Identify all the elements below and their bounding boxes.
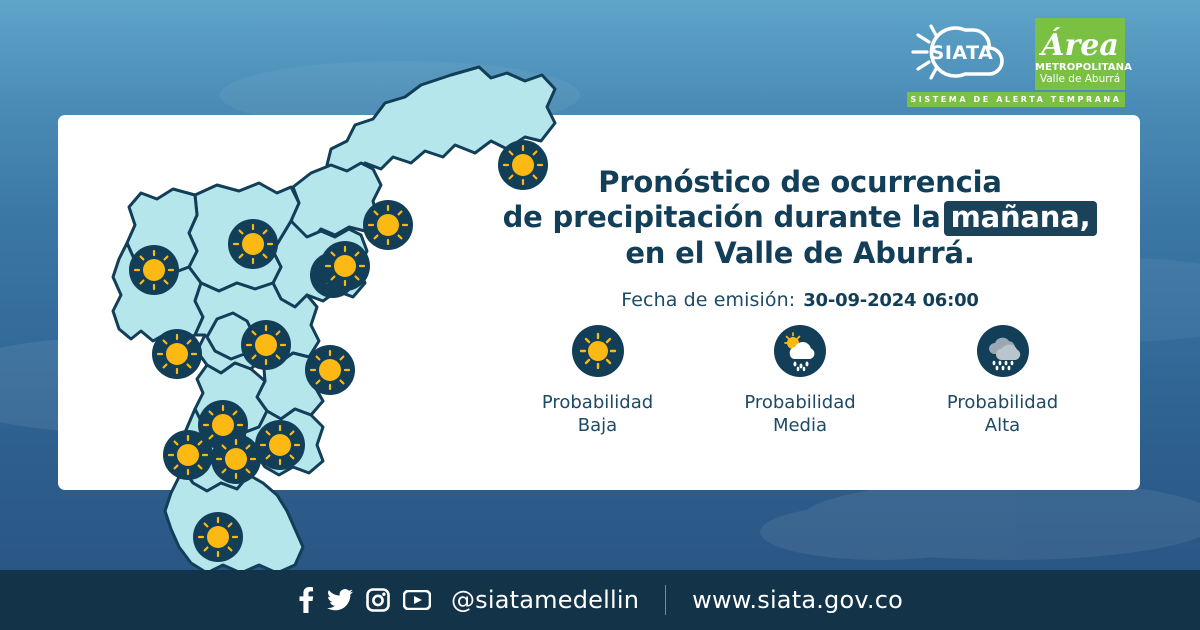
legend-label-baja-line2: Baja	[577, 415, 618, 436]
svg-text:SIATA: SIATA	[931, 42, 994, 64]
facebook-icon[interactable]	[297, 587, 314, 613]
twitter-icon[interactable]	[326, 589, 353, 611]
headline-panel: Pronóstico de ocurrencia de precipitació…	[470, 165, 1130, 311]
legend-item-baja: Probabilidad Baja	[510, 325, 685, 437]
map-marker-sun[interactable]	[211, 434, 261, 484]
youtube-icon[interactable]	[402, 590, 431, 610]
headline-line-2: de precipitación durante la mañana,	[470, 200, 1130, 236]
logo-group: SIATA Área METROPOLITANA Valle de Aburrá	[907, 18, 1132, 90]
legend-label-alta-line1: Probabilidad	[946, 392, 1059, 413]
map-marker-sun[interactable]	[320, 241, 370, 291]
area-logo-line1: METROPOLITANA	[1035, 62, 1132, 73]
legend-item-alta: Probabilidad Alta	[915, 325, 1090, 437]
period-badge: mañana,	[943, 201, 1098, 236]
map-marker-sun[interactable]	[129, 245, 179, 295]
siata-tagline: SISTEMA DE ALERTA TEMPRANA	[910, 95, 1122, 104]
map-marker-sun[interactable]	[193, 512, 243, 562]
footer-divider	[665, 585, 667, 615]
area-metropolitana-logo: Área METROPOLITANA Valle de Aburrá	[1035, 18, 1132, 90]
map-marker-sun[interactable]	[255, 420, 305, 470]
probability-legend: Probabilidad Baja	[470, 325, 1130, 437]
legend-label-baja-line1: Probabilidad	[541, 392, 654, 413]
map-marker-sun[interactable]	[498, 140, 548, 190]
municipality-shape	[325, 65, 557, 177]
emission-date: Fecha de emisión: 30-09-2024 06:00	[470, 289, 1130, 311]
svg-text:Área: Área	[1038, 27, 1119, 63]
legend-label-alta: Probabilidad Alta	[947, 391, 1058, 437]
social-icon-group	[297, 587, 431, 613]
map-markers	[129, 140, 548, 562]
footer: @siatamedellin www.siata.gov.co	[0, 570, 1200, 630]
headline-line-2-text: de precipitación durante la	[502, 200, 941, 234]
legend-item-media: Probabilidad Media	[713, 325, 888, 437]
emission-date-label: Fecha de emisión:	[621, 289, 796, 311]
legend-label-media-line2: Media	[772, 415, 828, 436]
map-marker-sun[interactable]	[363, 200, 413, 250]
siata-logo: SIATA	[911, 24, 1004, 80]
headline-line-1: Pronóstico de ocurrencia	[598, 165, 1002, 199]
page-title: Pronóstico de ocurrencia de precipitació…	[470, 165, 1130, 271]
area-script-text: Área	[1038, 27, 1119, 63]
instagram-icon[interactable]	[366, 588, 390, 612]
sun-cloud-rain-icon	[774, 325, 826, 377]
cloud-heavy-rain-icon	[976, 325, 1029, 377]
map-marker-sun[interactable]	[163, 430, 213, 480]
map-marker-sun[interactable]	[241, 320, 291, 370]
sun-icon	[571, 325, 624, 377]
map-marker-sun[interactable]	[228, 219, 278, 269]
social-handle[interactable]: @siatamedellin	[450, 586, 640, 614]
website-url[interactable]: www.siata.gov.co	[692, 586, 904, 614]
area-logo-line2: Valle de Aburrá	[1039, 73, 1121, 85]
legend-label-media: Probabilidad Media	[744, 391, 855, 437]
headline-line-3: en el Valle de Aburrá.	[625, 236, 975, 270]
siata-tagline-bar: SISTEMA DE ALERTA TEMPRANA	[907, 92, 1125, 107]
emission-date-value: 30-09-2024 06:00	[803, 290, 979, 311]
legend-label-baja: Probabilidad Baja	[542, 391, 653, 437]
map-marker-sun[interactable]	[152, 329, 202, 379]
area-logo-subtitle: METROPOLITANA Valle de Aburrá	[1035, 62, 1132, 85]
legend-label-media-line1: Probabilidad	[744, 392, 856, 413]
valle-de-aburra-map: N	[55, 45, 575, 575]
map-marker-sun[interactable]	[305, 345, 355, 395]
legend-label-alta-line2: Alta	[984, 415, 1021, 436]
